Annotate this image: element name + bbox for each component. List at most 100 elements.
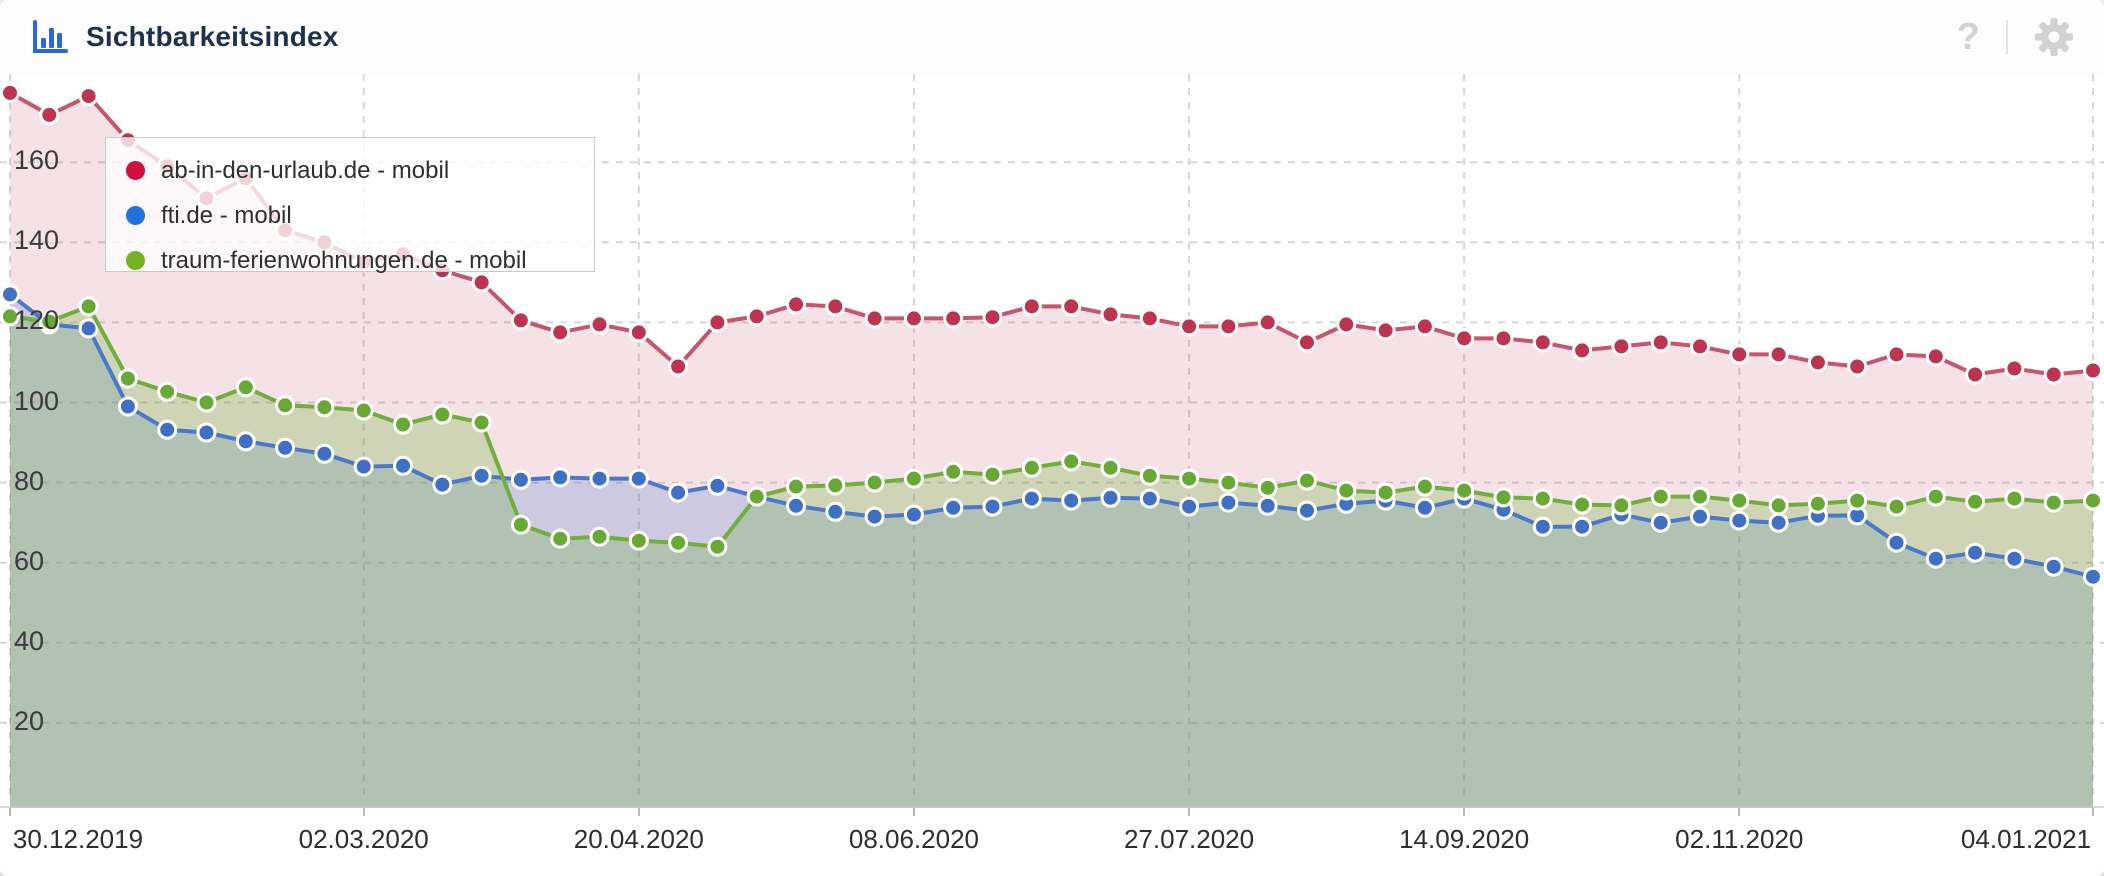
data-point <box>1297 332 1317 353</box>
data-point <box>2004 548 2025 569</box>
data-point <box>1021 457 1042 478</box>
data-point <box>1925 486 1946 507</box>
data-point <box>1768 512 1789 533</box>
data-point <box>1807 493 1828 514</box>
data-point <box>510 310 531 331</box>
data-point <box>1336 480 1357 501</box>
x-axis-tick <box>2092 808 2094 816</box>
data-point <box>1179 496 1200 517</box>
data-point <box>0 82 20 103</box>
page-title: Sichtbarkeitsindex <box>86 21 339 52</box>
data-point <box>1572 516 1593 537</box>
data-point <box>1414 316 1435 337</box>
data-point <box>746 486 767 507</box>
data-point <box>825 296 846 317</box>
series-points-0 <box>0 82 2103 385</box>
data-point <box>1100 487 1121 508</box>
data-point <box>0 284 20 305</box>
data-point <box>668 532 689 553</box>
data-point <box>275 395 296 416</box>
data-point <box>1021 296 1042 317</box>
chart-legend: ab-in-den-urlaub.de - mobil fti.de - mob… <box>105 137 595 274</box>
data-point <box>1847 490 1868 511</box>
data-point <box>2004 358 2025 379</box>
visibility-chart[interactable]: 160 140 120 100 80 60 40 20 ab-in-den-urlaub.de… <box>0 74 2104 808</box>
data-point <box>1532 488 1553 509</box>
legend-item: fti.de - mobil <box>126 193 594 238</box>
data-point <box>1297 470 1317 491</box>
data-point <box>2043 364 2064 385</box>
data-point <box>314 443 335 464</box>
legend-dot-red <box>126 161 145 180</box>
x-axis-label: 04.01.2021 <box>1960 824 2092 854</box>
x-axis-label: 14.09.2020 <box>1399 824 1530 854</box>
data-point <box>1375 320 1396 341</box>
data-point <box>864 472 885 493</box>
data-point <box>1729 490 1750 511</box>
data-point <box>1768 344 1789 365</box>
data-point <box>196 392 217 413</box>
gear-icon[interactable]: /* teeth built below */ <box>2034 17 2074 57</box>
help-icon[interactable]: ? <box>1956 16 1980 58</box>
header-divider <box>2006 20 2008 54</box>
data-point <box>353 456 374 477</box>
data-point <box>589 526 610 547</box>
data-point <box>825 501 846 522</box>
data-point <box>1690 336 1710 357</box>
data-point <box>982 496 1003 517</box>
data-point <box>471 465 492 486</box>
data-point <box>982 307 1003 328</box>
x-axis-tick <box>1738 808 1741 816</box>
data-point <box>2083 360 2103 381</box>
data-point <box>1807 352 1828 373</box>
data-point <box>39 104 60 125</box>
data-point <box>1297 500 1317 521</box>
data-point <box>157 419 178 440</box>
data-point <box>275 437 296 458</box>
data-point <box>786 495 806 516</box>
data-point <box>314 397 335 418</box>
x-axis-label: 27.07.2020 <box>1123 824 1255 854</box>
data-point <box>1061 490 1082 511</box>
data-point <box>1257 477 1278 498</box>
data-point <box>1572 340 1593 361</box>
data-point <box>117 396 138 417</box>
data-point <box>1847 356 1868 377</box>
data-point <box>1021 488 1042 509</box>
x-axis-label: 02.11.2020 <box>1675 824 1804 854</box>
data-point <box>786 476 806 497</box>
data-point <box>2083 566 2103 587</box>
data-point <box>628 322 649 343</box>
data-point <box>707 536 728 557</box>
legend-label: fti.de - mobil <box>161 201 292 229</box>
data-point <box>1690 506 1710 527</box>
data-point <box>78 296 99 317</box>
series-points-2 <box>0 296 2103 557</box>
bar-chart-icon <box>33 20 68 53</box>
data-point <box>117 368 138 389</box>
data-point <box>393 414 413 435</box>
data-point <box>1611 336 1632 357</box>
data-point <box>1179 468 1200 489</box>
data-point <box>39 311 60 332</box>
data-point <box>1768 495 1789 516</box>
data-point <box>903 308 924 329</box>
data-point <box>1886 344 1907 365</box>
data-point <box>943 461 964 482</box>
data-point <box>1965 491 1986 512</box>
data-point <box>1179 316 1200 337</box>
data-point <box>982 464 1003 485</box>
data-point <box>1650 332 1671 353</box>
x-axis-label: 02.03.2020 <box>298 824 429 854</box>
data-point <box>1729 510 1750 531</box>
data-point <box>943 497 964 518</box>
data-point <box>432 404 453 425</box>
data-point <box>707 475 728 496</box>
legend-label: traum-ferienwohnungen.de - mobil <box>161 246 527 274</box>
data-point <box>432 474 453 495</box>
data-point <box>2043 492 2064 513</box>
data-point <box>1454 480 1475 501</box>
data-point <box>353 400 374 421</box>
data-point <box>235 431 256 452</box>
